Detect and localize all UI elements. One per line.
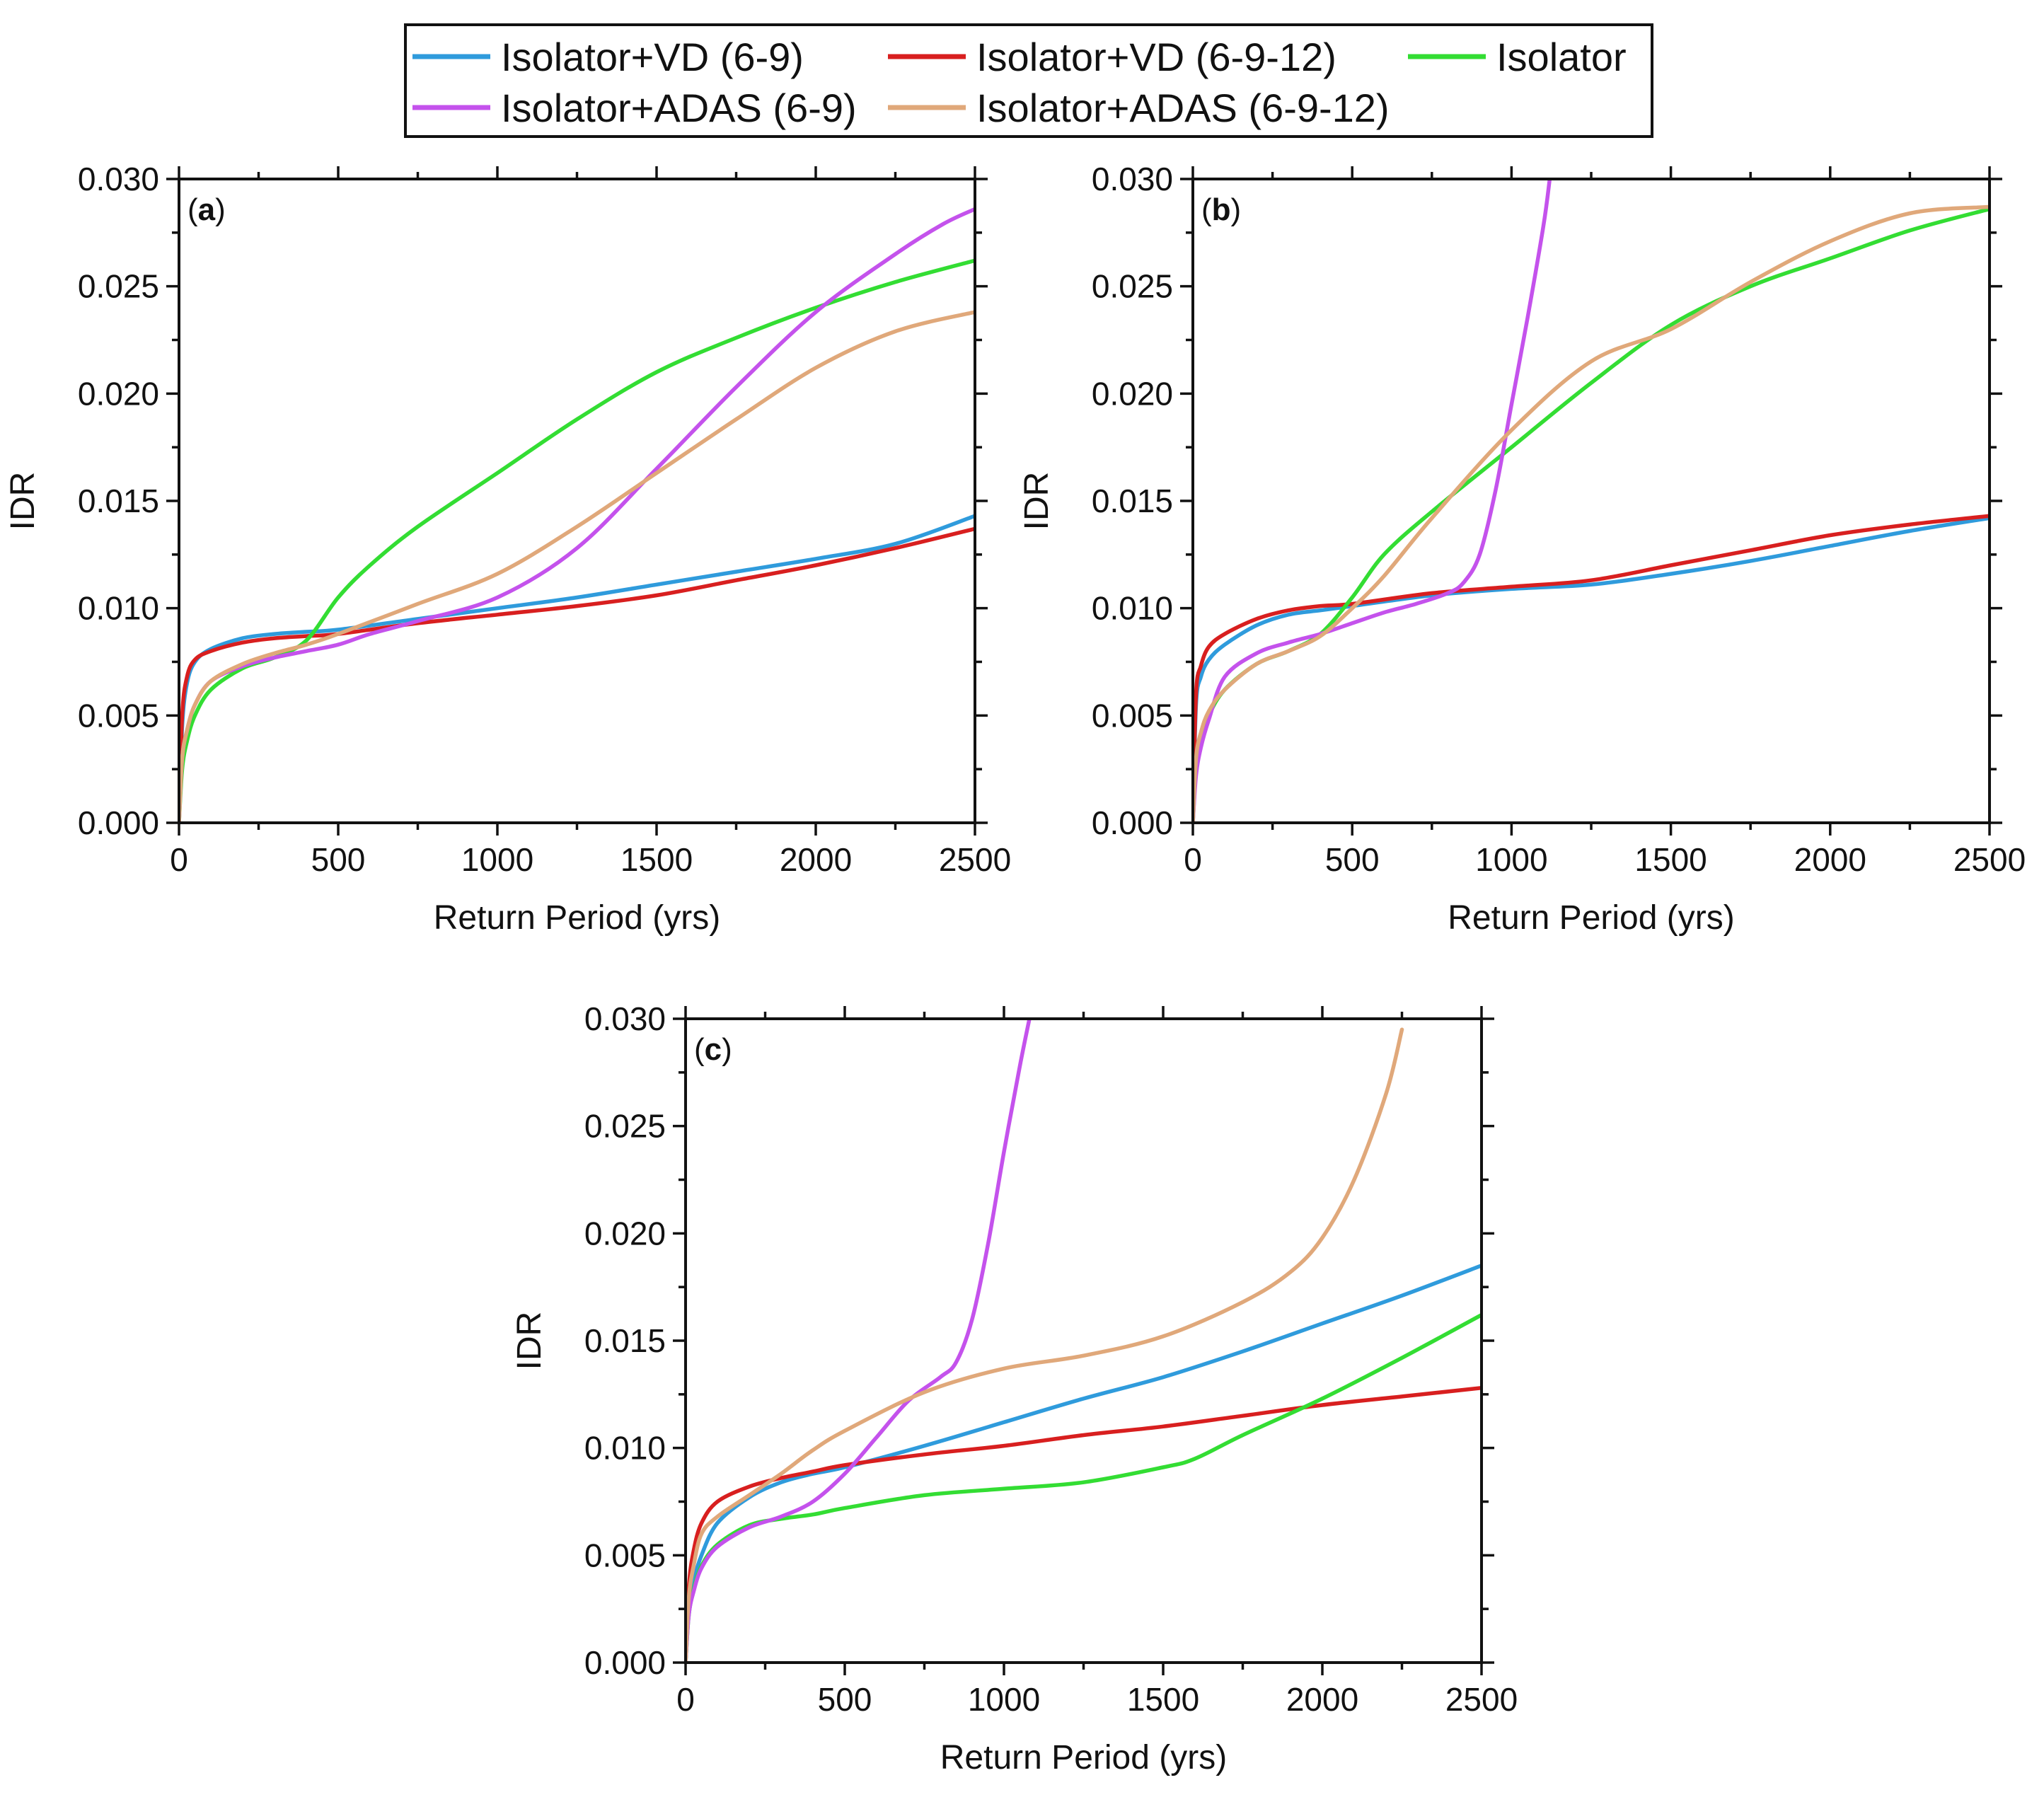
series-line-c-iso: [686, 1312, 1482, 1663]
y-tick-label-a: 0.005: [78, 697, 159, 734]
legend-entry-vd69: Isolator+VD (6-9): [412, 35, 804, 79]
legend-entry-iso: Isolator: [1408, 35, 1627, 79]
series-line-b-vd69: [1193, 516, 1990, 823]
legend-entry-adas6912: Isolator+ADAS (6-9-12): [888, 86, 1390, 130]
plot-frame-a: [178, 178, 976, 824]
series-group-a: [179, 207, 975, 823]
legend-entry-vd6912: Isolator+VD (6-9-12): [888, 35, 1336, 79]
legend-frame: [404, 23, 1653, 138]
legend-label-vd6912: Isolator+VD (6-9-12): [976, 35, 1336, 79]
series-line-a-vd6912: [179, 526, 975, 823]
panel-letter-a: a: [198, 192, 216, 227]
y-tick-label-c: 0.010: [584, 1430, 666, 1467]
x-tick-label-a: 2500: [939, 841, 1011, 878]
y-axis-title-c: IDR: [511, 1312, 548, 1370]
series-line-b-adas69: [1193, 179, 1552, 823]
series-group-c: [686, 1019, 1482, 1663]
series-line-a-vd69: [179, 514, 975, 823]
x-tick-label-c: 2500: [1445, 1681, 1518, 1718]
series-line-a-adas69: [179, 207, 975, 823]
series-line-c-vd6912: [686, 1385, 1482, 1663]
y-tick-label-c: 0.020: [584, 1215, 666, 1252]
y-tick-label-b: 0.030: [1092, 161, 1173, 197]
y-tick-label-b: 0.020: [1092, 375, 1173, 412]
y-tick-label-b: 0.010: [1092, 590, 1173, 627]
x-tick-label-b: 1000: [1475, 841, 1547, 878]
chart-panel-b: 0 500 1000 1500 2000 2500 0.000 0.005 0.010 0.015…: [1018, 161, 2026, 937]
legend-label-adas6912: Isolator+ADAS (6-9-12): [976, 86, 1390, 130]
y-tick-label-c: 0.025: [584, 1108, 666, 1145]
series-group-b: [1193, 179, 1990, 823]
y-tick-label-c: 0.030: [584, 1000, 666, 1037]
x-tick-label-a: 500: [311, 841, 366, 878]
plot-frame-b: [1191, 178, 1991, 824]
y-tick-label-b: 0.025: [1092, 268, 1173, 305]
chart-panel-a: 0 500 1000 1500 2000 2500 0.000 0.005 0.010 0.015…: [4, 161, 1011, 937]
y-tick-label-a: 0.010: [78, 590, 159, 627]
y-tick-label-b: 0.015: [1092, 483, 1173, 519]
y-tick-label-b: 0.000: [1092, 804, 1173, 841]
series-line-a-adas6912: [179, 310, 975, 823]
x-tick-label-c: 2000: [1286, 1681, 1358, 1718]
chart-panel-c: 0 500 1000 1500 2000 2500 0.000 0.005 0.010 0.015…: [511, 1000, 1518, 1776]
panel-letter-c: c: [705, 1032, 722, 1067]
x-tick-label-a: 1500: [620, 841, 693, 878]
series-line-c-vd69: [686, 1264, 1482, 1663]
panel-tag-c: (c): [694, 1032, 732, 1067]
panel-tag-b: (b): [1201, 192, 1241, 227]
panel-tag-a: (a): [187, 192, 226, 227]
series-line-c-adas69: [686, 1019, 1032, 1663]
y-tick-label-a: 0.015: [78, 483, 159, 519]
x-tick-label-a: 0: [170, 841, 188, 878]
legend-entry-adas69: Isolator+ADAS (6-9): [412, 86, 857, 130]
y-tick-label-c: 0.015: [584, 1322, 666, 1359]
series-line-a-iso: [179, 258, 975, 823]
x-axis-title-b: Return Period (yrs): [1448, 899, 1734, 937]
legend-label-vd69: Isolator+VD (6-9): [501, 35, 804, 79]
y-tick-label-a: 0.000: [78, 804, 159, 841]
x-tick-label-b: 2500: [1953, 841, 2026, 878]
y-tick-label-a: 0.030: [78, 161, 159, 197]
x-tick-label-c: 0: [676, 1681, 695, 1718]
legend-label-adas69: Isolator+ADAS (6-9): [501, 86, 857, 130]
series-line-b-vd6912: [1193, 514, 1990, 823]
series-line-b-iso: [1193, 207, 1990, 823]
series-line-b-adas6912: [1193, 204, 1990, 823]
y-tick-label-c: 0.000: [584, 1644, 666, 1681]
y-axis-title-b: IDR: [1018, 472, 1056, 531]
plot-frame-c: [684, 1017, 1483, 1664]
y-tick-label-c: 0.005: [584, 1537, 666, 1573]
x-tick-label-a: 2000: [780, 841, 852, 878]
x-tick-label-b: 2000: [1794, 841, 1866, 878]
x-tick-label-c: 500: [818, 1681, 872, 1718]
x-axis-title-c: Return Period (yrs): [940, 1739, 1227, 1776]
x-tick-label-b: 1500: [1634, 841, 1707, 878]
x-tick-label-b: 500: [1325, 841, 1380, 878]
series-line-c-adas6912: [686, 1027, 1404, 1663]
y-tick-label-b: 0.005: [1092, 697, 1173, 734]
legend-label-iso: Isolator: [1496, 35, 1627, 79]
x-tick-label-c: 1500: [1127, 1681, 1199, 1718]
y-tick-label-a: 0.025: [78, 268, 159, 305]
y-axis-title-a: IDR: [4, 472, 42, 531]
legend: Isolator+VD (6-9) Isolator+VD (6-9-12) Iso…: [404, 23, 1653, 138]
panel-letter-b: b: [1212, 192, 1231, 227]
x-axis-title-a: Return Period (yrs): [434, 899, 720, 937]
x-tick-label-a: 1000: [461, 841, 533, 878]
y-tick-label-a: 0.020: [78, 375, 159, 412]
x-tick-label-c: 1000: [968, 1681, 1040, 1718]
x-tick-label-b: 0: [1184, 841, 1202, 878]
